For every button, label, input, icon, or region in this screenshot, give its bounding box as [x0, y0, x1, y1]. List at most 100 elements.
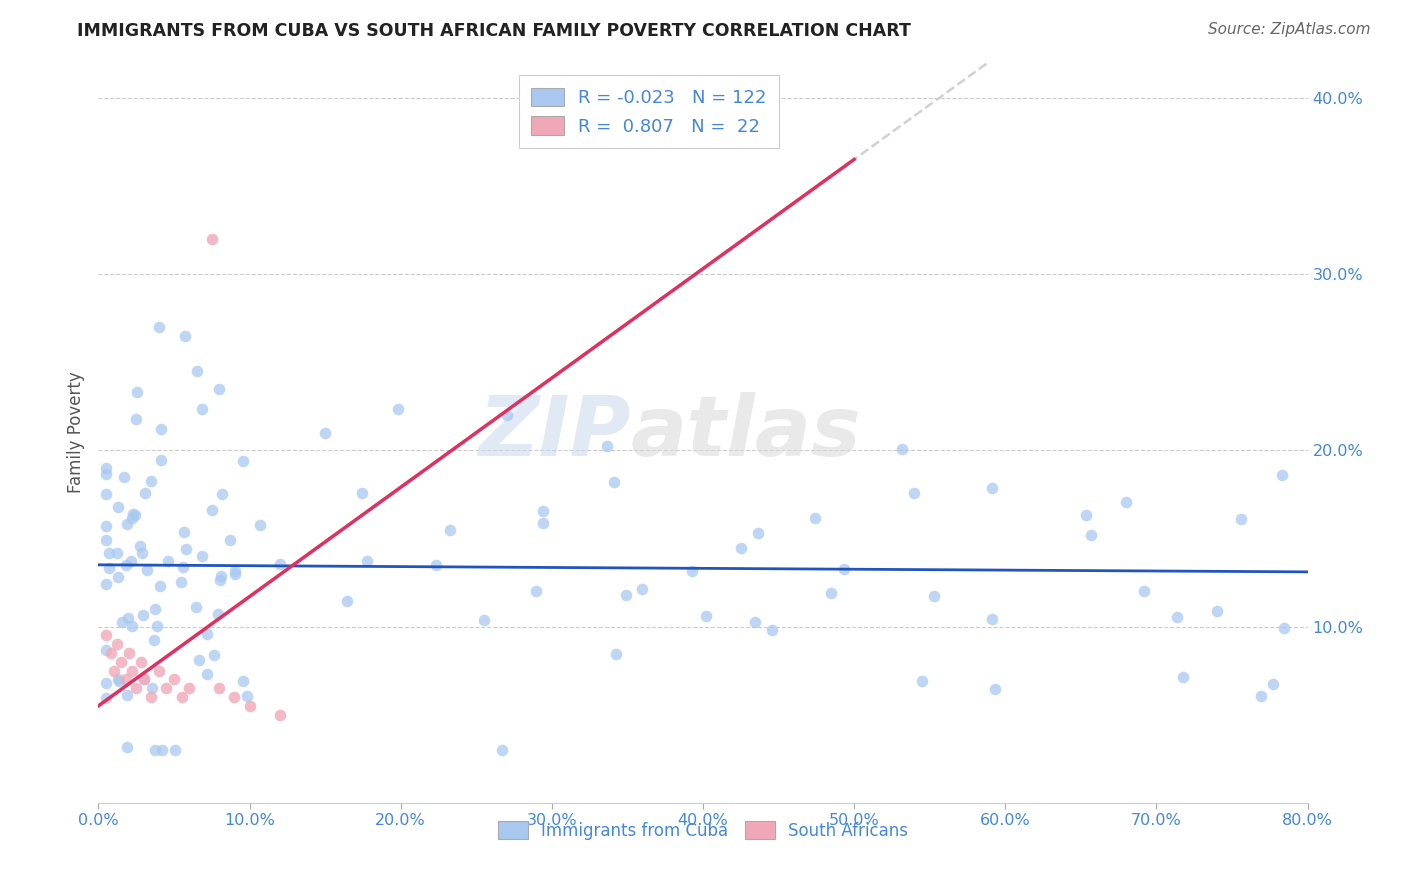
Point	[531, 504, 554, 518]
Point	[269, 557, 291, 571]
Point	[105, 546, 128, 560]
Point	[603, 475, 626, 490]
Point	[121, 511, 143, 525]
Point	[910, 673, 932, 688]
Point	[129, 539, 152, 553]
Point	[173, 329, 195, 343]
Point	[224, 564, 246, 578]
Point	[124, 508, 146, 523]
Point	[631, 582, 654, 597]
Point	[107, 673, 129, 687]
Point	[224, 690, 246, 704]
Point	[148, 319, 170, 334]
Point	[139, 474, 162, 488]
Point	[1229, 512, 1251, 526]
Point	[132, 673, 155, 687]
Point	[387, 402, 409, 417]
Point	[207, 607, 229, 622]
Point	[98, 546, 121, 560]
Point	[107, 570, 129, 584]
Point	[165, 743, 187, 757]
Point	[94, 487, 117, 501]
Point	[170, 690, 193, 704]
Point	[125, 681, 148, 696]
Point	[94, 461, 117, 475]
Point	[1261, 677, 1284, 691]
Point	[924, 589, 946, 603]
Point	[121, 619, 143, 633]
Point	[425, 558, 447, 572]
Point	[100, 646, 122, 660]
Point	[495, 408, 517, 422]
Point	[232, 453, 254, 467]
Point	[209, 569, 232, 583]
Point	[136, 563, 159, 577]
Point	[761, 623, 783, 637]
Point	[439, 523, 461, 537]
Point	[524, 584, 547, 599]
Point	[94, 577, 117, 591]
Point	[111, 615, 134, 629]
Point	[336, 593, 359, 607]
Point	[1205, 604, 1227, 618]
Text: atlas: atlas	[630, 392, 860, 473]
Text: Source: ZipAtlas.com: Source: ZipAtlas.com	[1208, 22, 1371, 37]
Point	[150, 453, 173, 467]
Point	[121, 664, 143, 678]
Point	[110, 655, 132, 669]
Point	[129, 655, 152, 669]
Point	[195, 666, 218, 681]
Point	[114, 673, 136, 687]
Point	[115, 688, 138, 702]
Point	[127, 384, 149, 399]
Point	[148, 664, 170, 678]
Point	[132, 607, 155, 622]
Point	[121, 554, 143, 568]
Point	[115, 516, 138, 531]
Point	[269, 707, 291, 722]
Point	[107, 500, 129, 514]
Point	[174, 542, 197, 557]
Point	[163, 673, 186, 687]
Point	[832, 562, 855, 576]
Point	[173, 525, 195, 540]
Point	[249, 518, 271, 533]
Point	[94, 467, 117, 482]
Point	[472, 613, 495, 627]
Point	[103, 664, 125, 678]
Point	[211, 487, 233, 501]
Point	[232, 674, 254, 689]
Point	[350, 486, 373, 500]
Point	[891, 442, 914, 456]
Point	[94, 628, 117, 642]
Text: IMMIGRANTS FROM CUBA VS SOUTH AFRICAN FAMILY POVERTY CORRELATION CHART: IMMIGRANTS FROM CUBA VS SOUTH AFRICAN FA…	[77, 22, 911, 40]
Point	[94, 519, 117, 533]
Point	[695, 608, 717, 623]
Point	[184, 600, 207, 615]
Point	[125, 412, 148, 426]
Point	[201, 232, 224, 246]
Point	[1166, 610, 1188, 624]
Point	[94, 676, 117, 690]
Point	[1115, 494, 1137, 508]
Point	[179, 681, 201, 696]
Point	[94, 533, 117, 547]
Point	[820, 586, 842, 600]
Point	[191, 401, 214, 416]
Point	[730, 541, 752, 555]
Point	[150, 422, 173, 436]
Point	[98, 561, 121, 575]
Point	[143, 743, 166, 757]
Point	[219, 533, 242, 548]
Point	[744, 615, 766, 629]
Point	[118, 646, 141, 660]
Legend: Immigrants from Cuba, South Africans: Immigrants from Cuba, South Africans	[491, 814, 915, 847]
Point	[143, 632, 166, 647]
Point	[112, 470, 135, 484]
Point	[132, 673, 155, 687]
Point	[209, 573, 232, 587]
Point	[117, 610, 139, 624]
Point	[202, 648, 225, 662]
Point	[491, 743, 513, 757]
Point	[150, 743, 173, 757]
